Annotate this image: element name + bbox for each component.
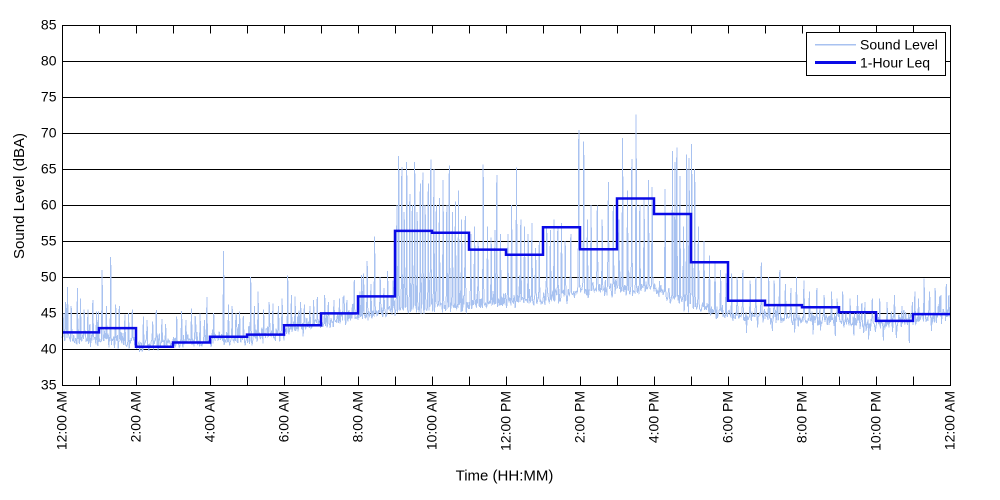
svg-text:Sound Level: Sound Level — [860, 36, 938, 52]
svg-text:50: 50 — [41, 268, 57, 284]
svg-text:75: 75 — [41, 88, 57, 104]
svg-text:2:00 PM: 2:00 PM — [571, 391, 587, 443]
svg-text:70: 70 — [41, 124, 57, 140]
svg-text:6:00 AM: 6:00 AM — [275, 391, 291, 442]
svg-text:4:00 PM: 4:00 PM — [645, 391, 661, 443]
svg-text:35: 35 — [41, 376, 57, 392]
svg-text:10:00 AM: 10:00 AM — [423, 391, 439, 450]
svg-text:1-Hour Leq: 1-Hour Leq — [860, 54, 930, 70]
svg-text:8:00 AM: 8:00 AM — [349, 391, 365, 442]
svg-text:6:00 PM: 6:00 PM — [719, 391, 735, 443]
svg-text:85: 85 — [41, 16, 57, 32]
svg-text:80: 80 — [41, 52, 57, 68]
svg-text:12:00 AM: 12:00 AM — [53, 391, 69, 450]
svg-text:45: 45 — [41, 304, 57, 320]
svg-text:12:00 PM: 12:00 PM — [497, 391, 513, 451]
svg-text:12:00 AM: 12:00 AM — [941, 391, 957, 450]
svg-text:Sound Level (dBA): Sound Level (dBA) — [11, 133, 28, 259]
svg-text:40: 40 — [41, 340, 57, 356]
svg-text:10:00 PM: 10:00 PM — [867, 391, 883, 451]
svg-text:55: 55 — [41, 232, 57, 248]
svg-text:Time (HH:MM): Time (HH:MM) — [456, 468, 554, 485]
svg-text:2:00 AM: 2:00 AM — [127, 391, 143, 442]
svg-text:65: 65 — [41, 160, 57, 176]
svg-text:4:00 AM: 4:00 AM — [201, 391, 217, 442]
svg-text:60: 60 — [41, 196, 57, 212]
svg-text:8:00 PM: 8:00 PM — [793, 391, 809, 443]
